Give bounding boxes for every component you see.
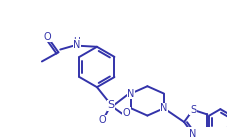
Text: N: N (160, 103, 168, 113)
Text: N: N (73, 40, 80, 50)
Text: S: S (190, 105, 196, 115)
Text: O: O (123, 108, 130, 118)
Text: S: S (107, 100, 114, 111)
Text: O: O (99, 115, 106, 125)
Text: N: N (127, 89, 135, 99)
Text: O: O (44, 32, 51, 42)
Text: H: H (73, 37, 80, 46)
Text: N: N (189, 129, 197, 138)
